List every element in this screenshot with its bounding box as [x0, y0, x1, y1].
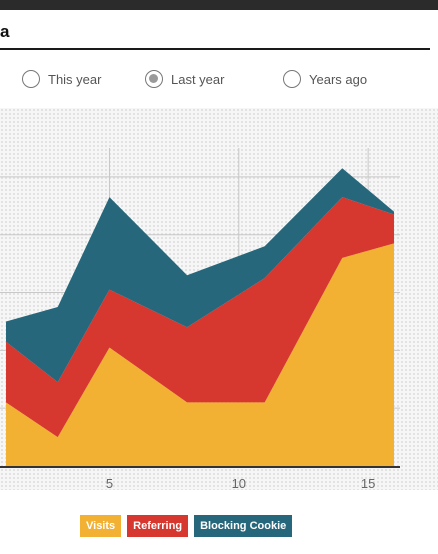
top-bar: [0, 0, 438, 10]
radio-icon[interactable]: [145, 70, 163, 88]
widget-header: a: [0, 22, 438, 48]
range-option-last-year[interactable]: Last year: [145, 70, 224, 88]
range-option-label: Last year: [171, 71, 225, 87]
x-tick-label: 10: [232, 476, 246, 490]
radio-icon[interactable]: [283, 70, 301, 88]
title-divider: [0, 48, 430, 50]
legend-item-blocking-cookie[interactable]: Blocking Cookie: [194, 515, 293, 537]
range-option-this-year[interactable]: This year: [22, 70, 101, 88]
x-tick-label: 5: [106, 476, 113, 490]
area-visits[interactable]: [6, 243, 394, 466]
range-option-years-ago[interactable]: Years ago: [283, 70, 367, 88]
area-referring[interactable]: [6, 197, 394, 438]
chart-legend: Visits Referring Blocking Cookie: [80, 515, 293, 537]
range-selector: This year Last year Years ago: [0, 66, 438, 96]
radio-icon[interactable]: [22, 70, 40, 88]
legend-item-referring[interactable]: Referring: [127, 515, 189, 537]
stacked-area-chart: 5 10 15: [0, 148, 400, 490]
range-option-label: This year: [48, 71, 102, 87]
chart-area: 5 10 15: [0, 108, 438, 490]
x-tick-label: 15: [361, 476, 375, 490]
widget-title: a: [0, 22, 10, 41]
area-blocking-cookie[interactable]: [6, 168, 394, 383]
legend-item-visits[interactable]: Visits: [80, 515, 122, 537]
range-option-label: Years ago: [309, 71, 368, 87]
